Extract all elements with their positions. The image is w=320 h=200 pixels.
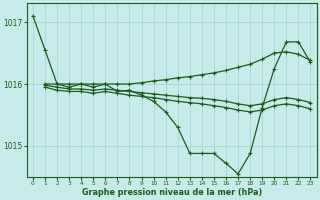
X-axis label: Graphe pression niveau de la mer (hPa): Graphe pression niveau de la mer (hPa)	[82, 188, 262, 197]
